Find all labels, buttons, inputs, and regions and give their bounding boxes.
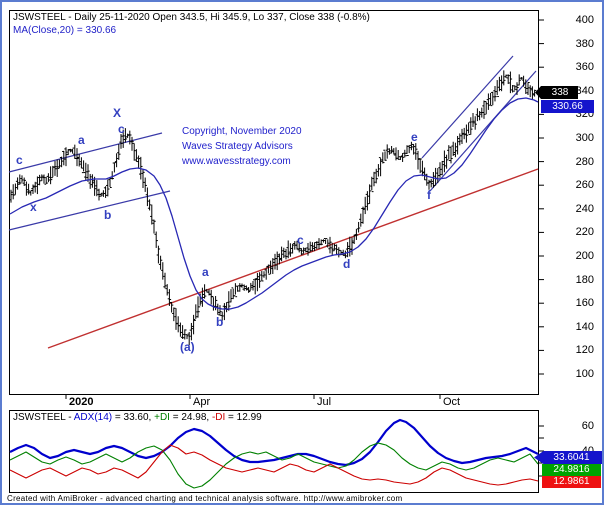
y-axis-label: 400 bbox=[575, 14, 594, 26]
wave-label: b bbox=[216, 315, 224, 329]
watermark-line: www.wavesstrategy.com bbox=[182, 156, 291, 167]
wave-label: x bbox=[30, 200, 37, 214]
y-axis-label: 180 bbox=[575, 273, 594, 286]
chart-title: JSWSTEEL - Daily 25-11-2020 Open 343.5, … bbox=[13, 12, 370, 23]
wave-label: b bbox=[104, 208, 112, 222]
adx-value-tag: 33.6041 bbox=[534, 451, 602, 464]
watermark-line: Waves Strategy Advisors bbox=[182, 141, 293, 152]
adx-title-symbol: JSWSTEEL - bbox=[13, 412, 74, 423]
watermark: Copyright, November 2020 Waves Strategy … bbox=[182, 124, 302, 169]
y-axis-label: 120 bbox=[575, 344, 594, 357]
wave-label: c bbox=[297, 233, 304, 247]
y-axis-label: 240 bbox=[575, 202, 594, 215]
wave-label: c bbox=[16, 153, 23, 167]
x-axis-label: 2020 bbox=[69, 396, 94, 408]
ma-indicator-label: MA(Close,20) = 330.66 bbox=[13, 25, 117, 36]
x-axis-label: Apr bbox=[193, 396, 211, 408]
adx-panel-title: JSWSTEEL - ADX(14) = 33.60, +DI = 24.98,… bbox=[13, 412, 262, 423]
wave-label: (a) bbox=[180, 340, 195, 354]
adx-title-plusdi: +DI bbox=[154, 412, 170, 423]
wave-label: e bbox=[411, 130, 418, 144]
y-axis-label: 100 bbox=[575, 368, 594, 380]
wave-label: X bbox=[113, 106, 122, 120]
amibroker-footer: Created with AmiBroker - advanced charti… bbox=[7, 494, 403, 503]
y-axis-label: 280 bbox=[575, 155, 594, 168]
wave-label: a bbox=[202, 265, 209, 279]
wave-label: c bbox=[118, 122, 125, 136]
adx-axis-label: 60 bbox=[581, 420, 594, 432]
y-axis-label: 260 bbox=[575, 179, 594, 192]
x-axis-label: Oct bbox=[443, 396, 461, 408]
adx-title-adx: ADX(14) bbox=[73, 412, 113, 423]
price-chart-panel[interactable] bbox=[9, 10, 539, 395]
y-axis-label: 300 bbox=[575, 132, 594, 144]
y-axis-label: 380 bbox=[575, 37, 594, 50]
watermark-line: Copyright, November 2020 bbox=[182, 126, 302, 137]
y-axis-label: 140 bbox=[575, 320, 594, 333]
wave-label: d bbox=[343, 257, 351, 271]
adx-title-minusdi: -DI bbox=[211, 412, 226, 423]
wave-label: f bbox=[427, 188, 431, 202]
ma-value-tag: 330.66 bbox=[541, 100, 594, 113]
y-axis-label: 200 bbox=[575, 250, 594, 262]
y-axis-label: 340 bbox=[575, 84, 594, 97]
last-price-tag: 338 bbox=[535, 86, 578, 99]
y-axis-label: 160 bbox=[575, 297, 594, 310]
wave-label: a bbox=[78, 133, 85, 147]
x-axis-label: Jul bbox=[317, 396, 332, 408]
y-axis-label: 220 bbox=[575, 226, 594, 239]
y-axis-label: 360 bbox=[575, 61, 594, 74]
minus-di-value-tag: 12.9861 bbox=[542, 476, 601, 488]
plus-di-value-tag: 24.9816 bbox=[542, 464, 601, 476]
